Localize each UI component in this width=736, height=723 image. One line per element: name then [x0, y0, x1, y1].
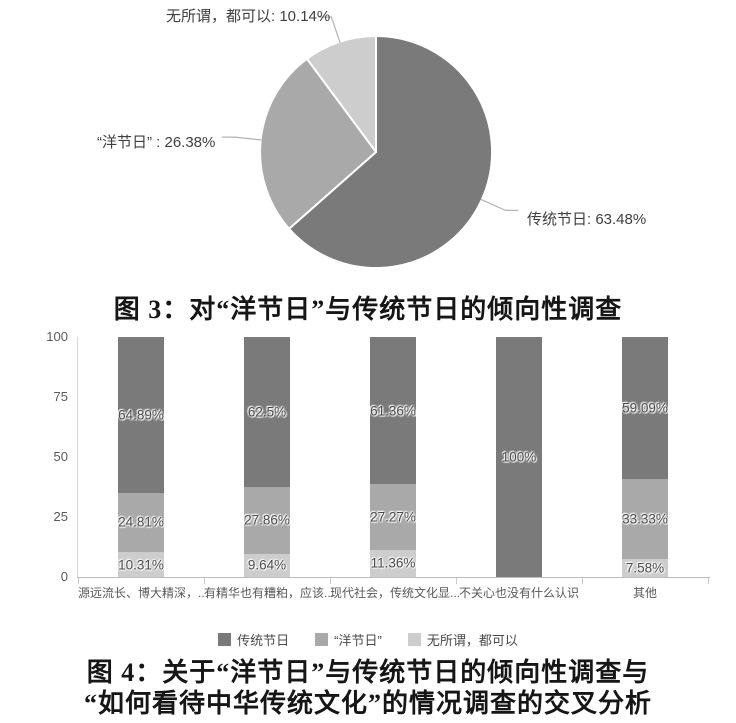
category-axis-tick — [582, 578, 583, 584]
bar-segment — [622, 337, 668, 479]
legend-label: 无所谓，都可以 — [426, 633, 518, 648]
pie-label-traditional: 传统节日: 63.48% — [527, 211, 647, 228]
legend-label: “洋节日” — [334, 633, 382, 648]
bar-segment-label: 62.5% — [247, 404, 287, 420]
category-axis-tick — [330, 578, 331, 584]
category-label: 不关心也没有什么认识 — [458, 586, 579, 600]
category-axis-tick — [708, 578, 709, 584]
legend-label: 传统节日 — [237, 633, 290, 648]
bar-segment-label: 24.81% — [118, 514, 164, 530]
bar-segment — [244, 487, 290, 554]
bar-segment — [370, 484, 416, 550]
bar-segment — [370, 549, 416, 577]
y-axis: 0 25 50 75 100 — [0, 329, 68, 584]
stacked-bar-chart: 10.31% 24.81% 64.89% 源远流长、博大精深，... 9.64% 27.8… — [77, 336, 710, 600]
pie-label-indifferent: 无所谓，都可以: 10.14% — [166, 8, 331, 25]
category-label: 现代社会，传统文化显... — [330, 586, 461, 600]
bar-column-4: 7.58% 33.33% 59.09% 其他 — [582, 337, 708, 600]
bar-segment-label: 64.89% — [118, 407, 164, 423]
legend-item: “洋节日” — [315, 630, 382, 649]
legend-item: 无所谓，都可以 — [407, 630, 518, 649]
bar-segment-label: 59.09% — [622, 400, 668, 416]
figure3-caption: 图 3：对“洋节日”与传统节日的倾向性调查 — [113, 295, 623, 324]
bar: 100% — [496, 337, 542, 577]
bar-segment-label: 7.58% — [625, 560, 665, 576]
bar: 10.31% 24.81% 64.89% — [118, 336, 164, 577]
figure4-caption-line1: 图 4：关于“洋节日”与传统节日的倾向性调查与 — [86, 658, 650, 687]
bar-segment — [244, 337, 290, 487]
pie-label-western: “洋节日” : 26.38% — [97, 134, 216, 151]
bar-segment-label: 10.31% — [118, 557, 164, 573]
y-tick-label: 25 — [53, 509, 68, 524]
legend-item: 传统节日 — [218, 630, 289, 649]
y-tick-label: 50 — [53, 449, 68, 464]
bar-segment-label: 9.64% — [247, 557, 287, 573]
y-tick-label: 0 — [60, 569, 68, 584]
bar-segment-label: 11.36% — [370, 555, 416, 571]
bar-column-2: 11.36% 27.27% 61.36% 现代社会，传统文化显... — [330, 337, 460, 600]
bar-segment — [244, 553, 290, 577]
category-label: 有精华也有糟粕，应该... — [204, 586, 335, 600]
bar-column-1: 9.64% 27.86% 62.5% 有精华也有糟粕，应该... — [204, 337, 334, 600]
bar-segment — [118, 492, 164, 553]
bar-segment — [622, 478, 668, 559]
bar-segment-label: 27.27% — [370, 509, 416, 525]
bar-segment — [118, 336, 164, 493]
bar-segment — [496, 337, 542, 577]
figure4-caption-line2: “如何看待中华传统文化”的情况调查的交叉分析 — [83, 689, 652, 718]
legend-swatch — [407, 633, 421, 646]
bar-column-3: 100% 不关心也没有什么认识 — [456, 337, 582, 600]
pie-chart-svg — [221, 16, 519, 269]
bar: 7.58% 33.33% 59.09% — [622, 337, 668, 577]
chart-legend: 传统节日 “洋节日” 无所谓，都可以 — [0, 630, 736, 649]
category-label: 其他 — [632, 586, 657, 600]
bar: 9.64% 27.86% 62.5% — [244, 337, 290, 577]
category-axis-tick — [204, 578, 205, 584]
pie-leader-line-2 — [318, 16, 341, 43]
bar: 11.36% 27.27% 61.36% — [370, 337, 416, 577]
bar-segment — [622, 558, 668, 577]
pie-leader-line-1 — [221, 136, 262, 141]
bar-column-0: 10.31% 24.81% 64.89% 源远流长、博大精深，... — [78, 336, 208, 600]
y-axis-line — [77, 337, 78, 578]
bar-segment-label: 27.86% — [244, 512, 290, 528]
y-tick-label: 100 — [46, 329, 68, 344]
bar-segment-label: 61.36% — [370, 403, 416, 419]
category-label: 源远流长、博大精深，... — [78, 586, 209, 600]
y-tick-label: 75 — [53, 389, 68, 404]
legend-swatch — [218, 633, 232, 646]
bar-segment-label: 100% — [501, 449, 537, 465]
legend-swatch — [315, 633, 329, 646]
pie-leader-line-0 — [480, 198, 519, 211]
category-axis-tick — [456, 578, 457, 584]
figure4-caption: 图 4：关于“洋节日”与传统节日的倾向性调查与 “如何看待中华传统文化”的情况调… — [0, 657, 736, 719]
bar-segment — [118, 552, 164, 577]
bar-segment — [370, 337, 416, 485]
x-axis-line — [77, 577, 710, 578]
bar-segment-label: 33.33% — [622, 511, 668, 527]
category-axis-tick — [78, 578, 79, 584]
